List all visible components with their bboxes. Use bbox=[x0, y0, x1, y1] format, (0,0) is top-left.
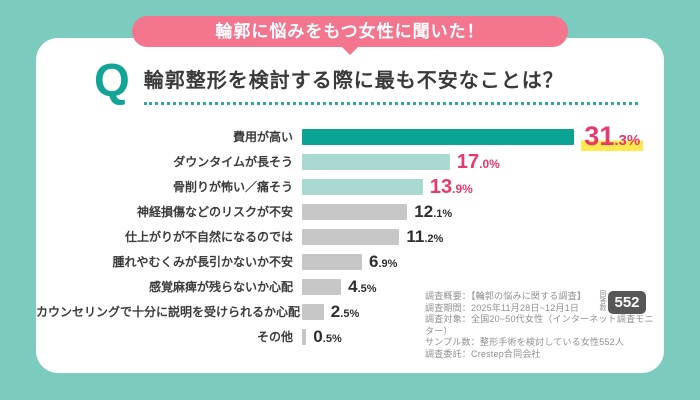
survey-info-block: 調査概要：【輪郭の悩みに関する調査】 調査期間：2025年11月28日~12月1日… bbox=[425, 291, 655, 360]
bar-value-integer: 12 bbox=[414, 201, 434, 221]
bar-category-label: 腫れやむくみが長引かないか不安 bbox=[112, 255, 293, 269]
bar bbox=[302, 203, 408, 220]
bar-category-label: ダウンタイムが長そう bbox=[173, 155, 293, 169]
survey-info-line: 調査委託：Crestep合同会社 bbox=[425, 348, 541, 359]
bar-value-integer: 0 bbox=[313, 326, 323, 346]
survey-info-line: 調査期間：2025年11月28日~12月1日 bbox=[425, 302, 580, 313]
bar bbox=[302, 153, 450, 170]
survey-banner: 輪郭に悩みをもつ女性に聞いた！ bbox=[132, 16, 568, 55]
bar-value-integer: 17 bbox=[456, 150, 480, 173]
bar-value-fraction: .2% bbox=[424, 232, 444, 245]
bar-category-label: 骨削りが怖い／痛そう bbox=[172, 180, 293, 194]
survey-info-line: サンプル数：整形手術を検討している女性552人 bbox=[425, 337, 625, 347]
chart-row: 仕上がりが不自然になるのでは 11.2% bbox=[36, 224, 654, 249]
bar-value-label: 31.3% bbox=[581, 120, 644, 151]
bar-value-fraction: .3% bbox=[614, 131, 641, 149]
infographic-card: Q 輪郭整形を検討する際に最も不安なことは？ 費用が高い 31.3% ダウンタイムが… bbox=[36, 38, 664, 373]
bar-category-label: カウンセリングで十分に説明を受けられるか心配 bbox=[36, 305, 301, 319]
bar-value-label: 4.5% bbox=[348, 278, 376, 296]
bar-value-label: 0.5% bbox=[313, 328, 341, 346]
chart-row: 感覚麻痺が残らないか心配 4.5% bbox=[36, 274, 654, 299]
question-header: Q 輪郭整形を検討する際に最も不安なことは？ bbox=[94, 54, 638, 106]
chart-row: 神経損傷などのリスクが不安 12.1% bbox=[36, 199, 654, 224]
bar-category-label: その他 bbox=[256, 330, 293, 344]
chart-row: 骨削りが怖い／痛そう 13.9% bbox=[36, 174, 654, 199]
bar-value-fraction: .1% bbox=[433, 207, 453, 220]
chart-row: 費用が高い 31.3% bbox=[36, 120, 654, 151]
bar-value-integer: 2 bbox=[330, 301, 341, 321]
bar-value-integer: 4 bbox=[348, 276, 358, 296]
bar-value-fraction: .5% bbox=[340, 307, 360, 320]
bar-category-label: 感覚麻痺が残らないか心配 bbox=[148, 280, 293, 294]
bar-value-label: 17.0% bbox=[457, 152, 500, 172]
response-count-value: 552 bbox=[608, 290, 646, 314]
bar bbox=[302, 328, 307, 345]
survey-info-line: 調査対象：全国20~50代女性（インターネット調査モニター） bbox=[425, 314, 654, 336]
bar bbox=[302, 128, 575, 145]
chart-row: ダウンタイムが長そう 17.0% bbox=[36, 149, 654, 174]
bar-category-label: 神経損傷などのリスクが不安 bbox=[136, 205, 293, 219]
response-count-label: 回答数 bbox=[599, 290, 606, 311]
bar-value-fraction: .9% bbox=[452, 181, 473, 196]
bar bbox=[302, 303, 324, 320]
bar-value-label: 13.9% bbox=[430, 177, 473, 197]
question-title: 輪郭整形を検討する際に最も不安なことは？ bbox=[143, 70, 564, 92]
bar-value-label: 11.2% bbox=[406, 228, 443, 246]
bar-value-label: 12.1% bbox=[414, 203, 452, 221]
response-count-badge: 回答数 552 bbox=[598, 290, 646, 314]
bar bbox=[302, 278, 342, 295]
bar bbox=[302, 178, 423, 195]
question-title-underline: 輪郭整形を検討する際に最も不安なことは？ bbox=[143, 58, 638, 105]
bar-value-integer: 6 bbox=[369, 251, 379, 271]
bar-value-integer: 11 bbox=[406, 226, 425, 246]
bar-value-fraction: .9% bbox=[378, 257, 398, 270]
bar-category-label: 費用が高い bbox=[232, 130, 293, 144]
survey-banner-label: 輪郭に悩みをもつ女性に聞いた！ bbox=[215, 22, 485, 41]
bar-value-label: 6.9% bbox=[369, 253, 397, 271]
bar-value-integer: 13 bbox=[429, 175, 453, 198]
bar-value-fraction: .5% bbox=[357, 282, 377, 295]
bar-category-label: 仕上がりが不自然になるのでは bbox=[124, 230, 293, 244]
bar bbox=[302, 228, 400, 245]
bar-value-integer: 31 bbox=[584, 120, 615, 151]
chart-row: 腫れやむくみが長引かないか不安 6.9% bbox=[36, 249, 654, 274]
bar bbox=[302, 253, 362, 270]
bar-value-fraction: .0% bbox=[479, 156, 500, 171]
question-q-icon: Q bbox=[94, 54, 130, 106]
bar-chart: 費用が高い 31.3% ダウンタイムが長そう 17.0% 骨削りが怖い／痛そう 13.9%… bbox=[36, 120, 654, 349]
chart-row: その他 0.5% bbox=[36, 324, 654, 349]
bar-value-label: 2.5% bbox=[331, 303, 359, 321]
survey-info-line: 調査概要：【輪郭の悩みに関する調査】 bbox=[425, 291, 587, 301]
chart-row: カウンセリングで十分に説明を受けられるか心配 2.5% bbox=[36, 299, 654, 324]
bar-value-fraction: .5% bbox=[322, 332, 342, 345]
banner-pointer-triangle bbox=[342, 47, 358, 55]
